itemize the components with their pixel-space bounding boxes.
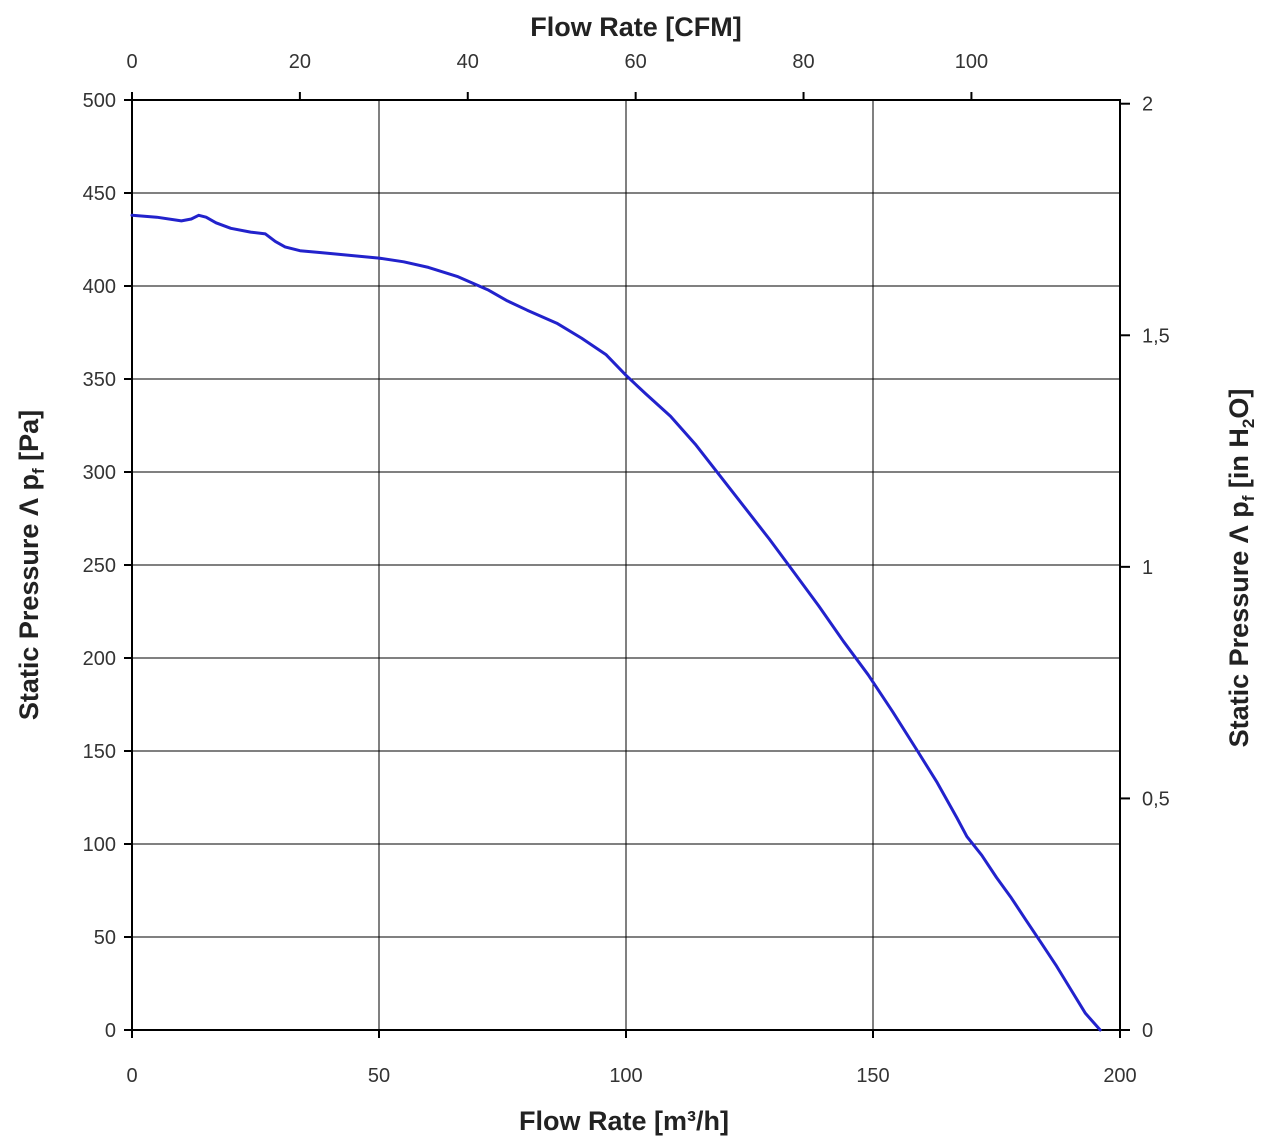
y-tick-label: 100	[83, 834, 116, 856]
y-axis-title-sub: f	[29, 468, 48, 474]
y-tick-label: 150	[83, 741, 116, 763]
x-axis-title: Flow Rate [m³/h]	[519, 1106, 729, 1136]
x2-axis-title: Flow Rate [CFM]	[530, 12, 741, 42]
y-axis-title-unit: [Pa]	[14, 410, 44, 469]
y-axis-title-main: Static Pressure Λ p	[14, 474, 44, 720]
y-tick-label: 250	[83, 555, 116, 577]
y2-axis-title-unit-1: [in H	[1224, 428, 1254, 496]
y2-axis-title-sub: f	[1239, 495, 1258, 501]
y-tick-label: 500	[83, 90, 116, 112]
x2-tick-label: 100	[955, 51, 988, 73]
y2-tick-label: 0	[1142, 1020, 1153, 1042]
pressure-curve-line	[130, 213, 1102, 1032]
x-tick-label: 150	[856, 1065, 889, 1087]
ticks	[124, 92, 1130, 1038]
y2-axis-title-unit-2: O]	[1224, 389, 1254, 419]
y2-tick-label: 1,5	[1142, 325, 1170, 347]
x-tick-label: 50	[368, 1065, 390, 1087]
y2-tick-label: 2	[1142, 94, 1153, 116]
y2-axis-title-main: Static Pressure Λ p	[1224, 501, 1254, 747]
x2-tick-label: 80	[792, 51, 814, 73]
y-tick-label: 200	[83, 648, 116, 670]
x-tick-label: 100	[609, 1065, 642, 1087]
y2-axis-title-sub2: 2	[1239, 419, 1258, 428]
y-tick-label: 0	[105, 1020, 116, 1042]
x2-tick-label: 40	[457, 51, 479, 73]
y-tick-label: 450	[83, 183, 116, 205]
y2-tick-label: 0,5	[1142, 788, 1170, 810]
x-tick-label: 0	[126, 1065, 137, 1087]
y-tick-label: 300	[83, 462, 116, 484]
x-tick-label: 200	[1103, 1065, 1136, 1087]
y2-tick-label: 1	[1142, 557, 1153, 579]
x2-tick-label: 0	[126, 51, 137, 73]
grid	[132, 100, 1120, 1030]
x2-tick-label: 20	[289, 51, 311, 73]
y-axis-title: Static Pressure Λ pf [Pa]	[14, 410, 48, 720]
y-tick-label: 50	[94, 927, 116, 949]
x2-tick-label: 60	[625, 51, 647, 73]
y-tick-label: 400	[83, 276, 116, 298]
y-tick-label: 350	[83, 369, 116, 391]
y2-axis-title: Static Pressure Λ pf [in H2O]	[1224, 389, 1258, 748]
